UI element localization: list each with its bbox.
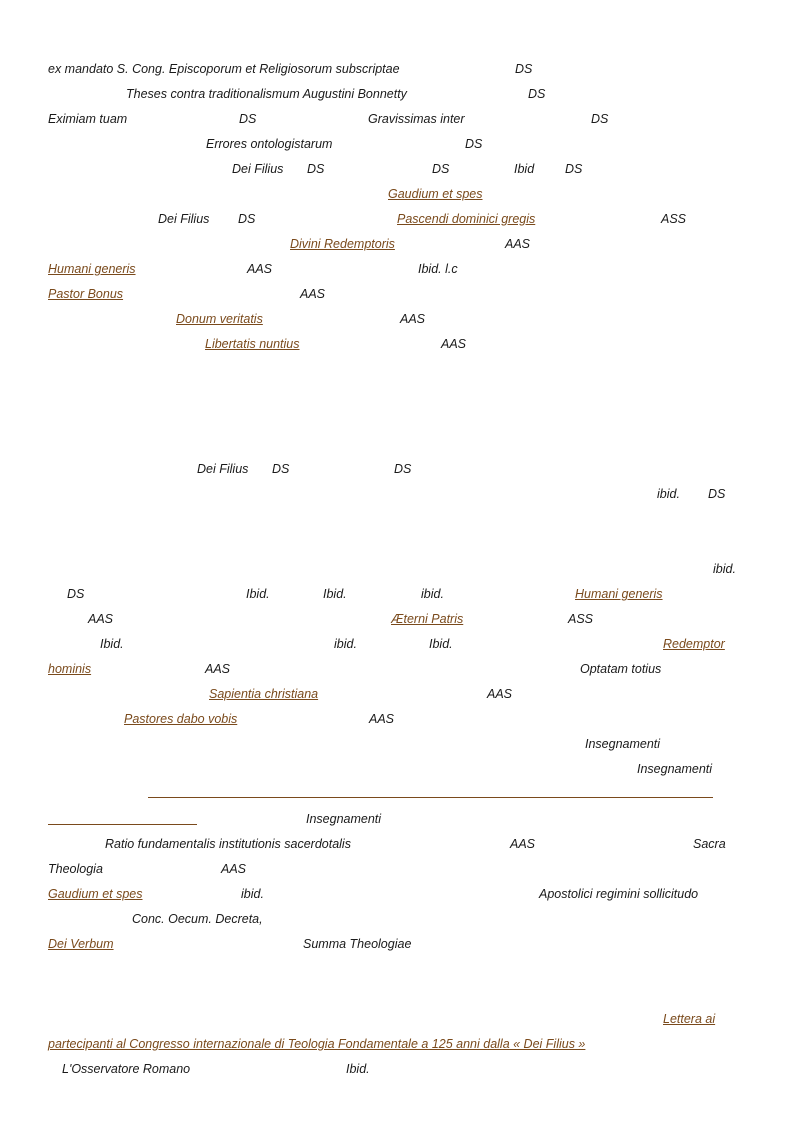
citation-text: Dei Filius	[232, 162, 284, 176]
citation-text: Ibid.	[246, 587, 270, 601]
citation-link[interactable]: partecipanti al Congresso internazionale…	[48, 1037, 586, 1051]
citation-text: DS	[708, 487, 726, 501]
citation-text: ex mandato S. Cong. Episcoporum et Relig…	[48, 62, 400, 76]
citation-link[interactable]: Sapientia christiana	[209, 687, 319, 701]
citation-text: ibid.	[713, 562, 736, 576]
citation-text: Sacra	[693, 837, 726, 851]
citation-text: Theologia	[48, 862, 103, 876]
citation-text: AAS	[88, 612, 114, 626]
citation-link[interactable]: Libertatis nuntius	[205, 337, 300, 351]
citation-text: L'Osservatore Romano	[62, 1062, 191, 1076]
citation-text: Dei Filius	[158, 212, 210, 226]
citation-link[interactable]: Dei Verbum	[48, 937, 114, 951]
citation-link[interactable]: Humani generis	[48, 262, 136, 276]
citation-text: Dei Filius	[197, 462, 249, 476]
citation-text: DS	[67, 587, 85, 601]
citation-text: DS	[591, 112, 609, 126]
citation-link[interactable]: Pastor Bonus	[48, 287, 124, 301]
citation-text: Optatam totius	[580, 662, 662, 676]
citation-text: ibid.	[241, 887, 264, 901]
citation-link[interactable]: Æterni Patris	[391, 612, 464, 626]
citation-text: Gravissimas inter	[368, 112, 465, 126]
citation-text: AAS	[487, 687, 513, 701]
citation-text: AAS	[400, 312, 426, 326]
citation-text: Ibid. l.c	[418, 262, 458, 276]
citation-text: Ibid	[514, 162, 535, 176]
citation-text: DS	[515, 62, 533, 76]
citation-text: DS	[307, 162, 325, 176]
citation-text: AAS	[510, 837, 536, 851]
citation-text: ibid.	[657, 487, 680, 501]
citation-link[interactable]: Redemptor	[663, 637, 725, 651]
citation-text: AAS	[221, 862, 247, 876]
citation-text: DS	[272, 462, 290, 476]
citation-text: Ibid.	[429, 637, 453, 651]
citation-text: DS	[239, 112, 257, 126]
citation-link[interactable]: Divini Redemptoris	[290, 237, 395, 251]
citation-text: Ibid.	[100, 637, 124, 651]
citation-link[interactable]: Humani generis	[575, 587, 663, 601]
citation-text: Ibid.	[323, 587, 347, 601]
citation-link[interactable]: Gaudium et spes	[388, 187, 483, 201]
citation-text: DS	[238, 212, 256, 226]
link-rule	[48, 824, 197, 825]
citation-text: DS	[528, 87, 546, 101]
citation-text: AAS	[205, 662, 231, 676]
citation-text: ibid.	[421, 587, 444, 601]
citation-text: Theses contra traditionalismum Augustini…	[126, 87, 407, 101]
citation-text: AAS	[441, 337, 467, 351]
citation-text: DS	[394, 462, 412, 476]
citation-text: Ibid.	[346, 1062, 370, 1076]
citation-text: AAS	[300, 287, 326, 301]
citation-text: ASS	[568, 612, 594, 626]
link-rule	[148, 797, 713, 798]
citation-text: ibid.	[334, 637, 357, 651]
citation-link[interactable]: Pastores dabo vobis	[124, 712, 238, 726]
citation-text: ASS	[661, 212, 687, 226]
citation-text: Conc. Oecum. Decreta,	[132, 912, 263, 926]
citation-text: AAS	[505, 237, 531, 251]
citation-text: Insegnamenti	[585, 737, 661, 751]
citation-text: DS	[565, 162, 583, 176]
citation-text: Insegnamenti	[637, 762, 713, 776]
citation-text: Eximiam tuam	[48, 112, 128, 126]
citation-link[interactable]: hominis	[48, 662, 92, 676]
citation-text: Errores ontologistarum	[206, 137, 333, 151]
citation-text: DS	[465, 137, 483, 151]
citation-text: DS	[432, 162, 450, 176]
citation-text: AAS	[247, 262, 273, 276]
citation-link[interactable]: Pascendi dominici gregis	[397, 212, 536, 226]
citation-text: Ratio fundamentalis institutionis sacerd…	[105, 837, 351, 851]
citation-text: Summa Theologiae	[303, 937, 412, 951]
citation-link[interactable]: Lettera ai	[663, 1012, 716, 1026]
citation-link[interactable]: Gaudium et spes	[48, 887, 143, 901]
citation-link[interactable]: Donum veritatis	[176, 312, 263, 326]
citation-text: AAS	[369, 712, 395, 726]
citation-text: Apostolici regimini sollicitudo	[539, 887, 699, 901]
citation-text: Insegnamenti	[306, 812, 382, 826]
